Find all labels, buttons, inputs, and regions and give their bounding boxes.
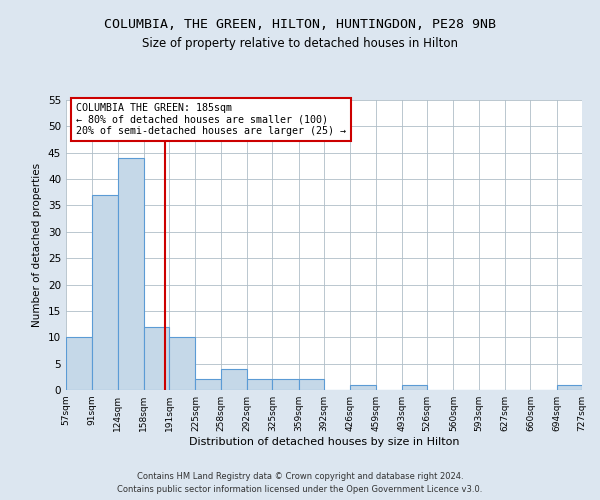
Bar: [92, 195, 118, 390]
Bar: [221, 369, 247, 390]
Text: Contains HM Land Registry data © Crown copyright and database right 2024.
Contai: Contains HM Land Registry data © Crown c…: [118, 472, 482, 494]
Bar: [144, 326, 169, 390]
Bar: [66, 338, 92, 390]
Bar: [196, 380, 221, 390]
Text: COLUMBIA, THE GREEN, HILTON, HUNTINGDON, PE28 9NB: COLUMBIA, THE GREEN, HILTON, HUNTINGDON,…: [104, 18, 496, 30]
Bar: [247, 380, 272, 390]
Bar: [350, 384, 376, 390]
Y-axis label: Number of detached properties: Number of detached properties: [32, 163, 43, 327]
Bar: [169, 338, 196, 390]
Bar: [118, 158, 144, 390]
Text: Size of property relative to detached houses in Hilton: Size of property relative to detached ho…: [142, 38, 458, 51]
Bar: [402, 384, 427, 390]
Bar: [557, 384, 582, 390]
Text: COLUMBIA THE GREEN: 185sqm
← 80% of detached houses are smaller (100)
20% of sem: COLUMBIA THE GREEN: 185sqm ← 80% of deta…: [76, 103, 346, 136]
X-axis label: Distribution of detached houses by size in Hilton: Distribution of detached houses by size …: [189, 437, 459, 447]
Bar: [272, 380, 299, 390]
Bar: [299, 380, 324, 390]
